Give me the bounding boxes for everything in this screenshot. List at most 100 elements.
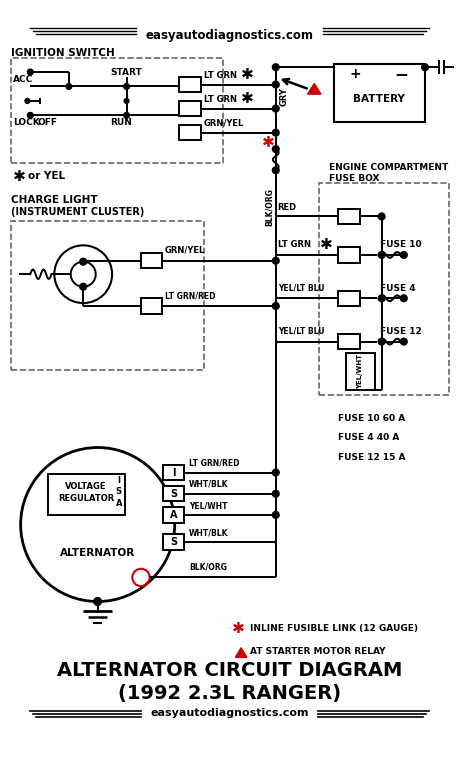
Text: FUSE 12 15 A: FUSE 12 15 A [338,453,406,462]
Text: I: I [118,476,120,485]
Text: A: A [170,510,177,520]
Text: ✱: ✱ [240,91,253,106]
Text: LT GRN: LT GRN [203,70,237,80]
Text: IGNITION SWITCH: IGNITION SWITCH [11,48,115,58]
Text: GRN/YEL: GRN/YEL [203,119,244,128]
Circle shape [273,512,279,519]
Circle shape [27,69,33,75]
Text: AT STARTER MOTOR RELAY: AT STARTER MOTOR RELAY [250,647,385,656]
Text: S: S [170,537,177,547]
Text: YEL/WHT: YEL/WHT [357,354,364,389]
Text: YEL/WHT: YEL/WHT [189,501,228,510]
Text: I: I [172,467,175,477]
Text: GRY: GRY [280,87,289,106]
Bar [11,221,203,371]
Text: RED: RED [278,203,297,211]
Bar [180,101,201,116]
Text: YEL/LT BLU: YEL/LT BLU [278,327,324,336]
Text: CHARGE LIGHT: CHARGE LIGHT [11,195,98,205]
Text: ✱: ✱ [262,135,274,150]
Circle shape [124,83,129,90]
Bar [163,534,184,549]
Circle shape [273,303,279,309]
Text: ✱: ✱ [13,169,26,184]
Text: BLK/ORG: BLK/ORG [189,563,227,571]
Text: S: S [170,489,177,499]
Polygon shape [235,648,247,657]
Text: LOCK: LOCK [13,118,40,126]
Text: ALTERNATOR CIRCUIT DIAGRAM: ALTERNATOR CIRCUIT DIAGRAM [57,661,402,680]
Text: ENGINE COMPARTMENT: ENGINE COMPARTMENT [329,163,448,172]
Circle shape [401,295,407,302]
Text: OFF: OFF [38,118,58,126]
Circle shape [273,146,279,152]
Circle shape [378,251,385,258]
Circle shape [27,113,33,118]
Circle shape [80,283,87,290]
Bar [334,64,425,122]
Bar [141,298,162,314]
Text: FUSE BOX: FUSE BOX [329,174,379,183]
Text: FUSE 4: FUSE 4 [380,283,415,293]
Text: START: START [110,67,142,77]
Bar [180,125,201,140]
Text: WHT/BLK: WHT/BLK [189,480,228,489]
Text: REGULATOR: REGULATOR [58,494,114,503]
Circle shape [401,339,407,345]
Text: (INSTRUMENT CLUSTER): (INSTRUMENT CLUSTER) [11,207,145,217]
Bar [346,353,375,390]
Text: +: + [350,67,362,81]
Circle shape [422,64,428,70]
Bar [163,465,184,480]
Text: WHT/BLK: WHT/BLK [189,528,228,537]
Text: YEL/LT BLU: YEL/LT BLU [278,283,324,293]
Bar [163,507,184,522]
Text: VOLTAGE: VOLTAGE [65,483,107,492]
Circle shape [273,469,279,476]
Circle shape [66,83,72,90]
Text: BATTERY: BATTERY [353,94,405,104]
Bar [338,247,359,263]
Text: RUN: RUN [110,118,132,126]
Bar [180,77,201,92]
Bar [47,474,125,515]
Bar [319,183,449,394]
Text: FUSE 10: FUSE 10 [380,241,421,249]
Text: easyautodiagnostics.com: easyautodiagnostics.com [150,709,309,719]
Circle shape [273,81,279,88]
Circle shape [124,113,129,118]
Circle shape [124,99,129,103]
Bar [141,253,162,268]
Text: GRN/YEL: GRN/YEL [165,246,205,255]
Text: S: S [116,487,122,496]
Text: ACC: ACC [13,75,33,84]
Text: BLK/ORG: BLK/ORG [264,188,273,226]
Text: FUSE 12: FUSE 12 [380,327,421,336]
Text: LT GRN/RED: LT GRN/RED [165,291,216,300]
Text: ALTERNATOR: ALTERNATOR [60,548,135,558]
Bar [163,486,184,502]
Text: FUSE 10 60 A: FUSE 10 60 A [338,414,406,423]
Bar [338,290,359,306]
Text: INLINE FUSIBLE LINK (12 GAUGE): INLINE FUSIBLE LINK (12 GAUGE) [250,624,418,633]
Circle shape [273,64,279,70]
Text: FUSE 4 40 A: FUSE 4 40 A [338,434,400,443]
Text: A: A [116,499,122,508]
Circle shape [273,105,279,112]
Circle shape [378,295,385,302]
Text: ✱: ✱ [320,237,333,252]
Text: LT GRN: LT GRN [278,241,310,249]
Circle shape [378,213,385,220]
Circle shape [94,597,101,605]
Circle shape [273,129,279,136]
Text: easyautodiagnostics.com: easyautodiagnostics.com [146,28,314,41]
Bar [338,209,359,224]
Bar [338,334,359,349]
Circle shape [273,167,279,174]
Text: LT GRN/RED: LT GRN/RED [189,459,240,468]
Text: ✱: ✱ [240,67,253,83]
Circle shape [273,490,279,497]
Text: (1992 2.3L RANGER): (1992 2.3L RANGER) [118,684,341,703]
Circle shape [25,99,30,103]
Circle shape [378,339,385,345]
